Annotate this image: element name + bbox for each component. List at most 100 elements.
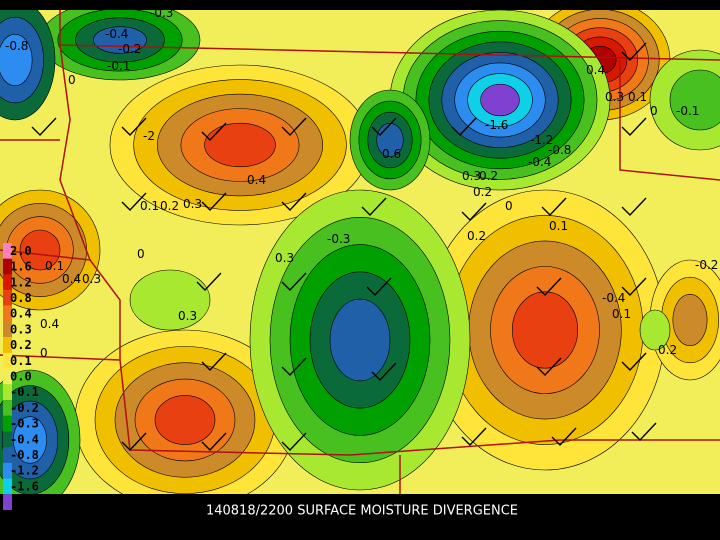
legend-label: 0.3 xyxy=(10,322,32,336)
barb xyxy=(121,192,147,212)
legend-swatch xyxy=(3,290,12,306)
color-legend: 2.01.61.20.80.40.30.20.10.0-0.1-0.2-0.3-… xyxy=(3,243,39,510)
contour-label: -0.3 xyxy=(327,232,350,246)
contour-band xyxy=(154,395,216,445)
contour-label: -0.4 xyxy=(528,155,551,169)
barb xyxy=(551,427,577,447)
legend-label: -0.2 xyxy=(10,401,39,415)
contour-label: -0.8 xyxy=(5,39,28,53)
contour-label: 0.1 xyxy=(549,219,568,233)
barb xyxy=(201,352,227,372)
contour-label: 0 xyxy=(40,346,48,360)
contour-band xyxy=(511,291,579,369)
contour-band xyxy=(639,309,671,351)
contour-label: -0.4 xyxy=(105,27,128,41)
contour-label: -0.1 xyxy=(107,59,130,73)
legend-label: -0.4 xyxy=(10,432,39,446)
legend-swatch xyxy=(3,321,12,338)
barb xyxy=(361,197,387,217)
contour-band xyxy=(669,69,720,131)
contour-band xyxy=(672,293,708,347)
contour-label: -0.3 xyxy=(150,6,173,20)
contour-label: 0.2 xyxy=(467,229,486,243)
barb xyxy=(281,357,307,377)
barb xyxy=(31,117,57,137)
contour-label: 0.6 xyxy=(382,147,401,161)
barb xyxy=(371,117,397,137)
contour-label: 0.3 xyxy=(178,309,197,323)
contour-band xyxy=(480,83,520,117)
legend-label: -0.3 xyxy=(10,417,39,431)
barb xyxy=(621,42,647,62)
contour-band xyxy=(0,33,33,87)
contour-label: 0.2 xyxy=(473,185,492,199)
legend-label: 2.0 xyxy=(10,244,32,258)
barb xyxy=(196,272,222,292)
contour-label: 0.3 xyxy=(183,197,202,211)
contour-label: 0.2 xyxy=(160,199,179,213)
contour-label: -0.1 xyxy=(676,104,699,118)
legend-label: 0.4 xyxy=(10,307,32,321)
legend-label: -0.1 xyxy=(10,385,39,399)
contour-label: 0.1 xyxy=(45,259,64,273)
legend-swatch xyxy=(3,258,12,275)
contour-band xyxy=(13,416,47,464)
legend-label: -1.2 xyxy=(10,464,39,478)
contour-label: 0.3 xyxy=(605,90,624,104)
contour-label: -2 xyxy=(143,129,155,143)
legend-swatch xyxy=(3,337,12,353)
contour-band xyxy=(204,122,276,168)
legend-swatch xyxy=(3,384,12,401)
legend-swatch xyxy=(3,478,12,495)
border xyxy=(0,10,720,494)
barb xyxy=(536,357,562,377)
blobs xyxy=(0,10,720,494)
caption: 140818/2200 SURFACE MOISTURE DIVERGENCE xyxy=(206,504,518,519)
barb xyxy=(541,197,567,217)
legend-label: 0.0 xyxy=(10,370,32,384)
barb xyxy=(371,362,397,382)
contour-label: 0.2 xyxy=(658,343,677,357)
legend-label: -0.8 xyxy=(10,448,39,462)
barb xyxy=(121,117,147,137)
barb xyxy=(536,277,562,297)
contour-label: 0.2 xyxy=(479,169,498,183)
legend-label: 0.2 xyxy=(10,338,32,352)
barb xyxy=(621,277,647,297)
barb xyxy=(281,272,307,292)
legend-swatch xyxy=(3,494,12,510)
legend-swatch xyxy=(3,352,12,369)
legend-label: 1.2 xyxy=(10,275,32,289)
contour-label: -1.6 xyxy=(485,118,508,132)
contour-label: 0.4 xyxy=(40,317,59,331)
contour-label: -1.2 xyxy=(530,133,553,147)
barb xyxy=(201,192,227,212)
barb xyxy=(281,432,307,452)
legend-label: 0.1 xyxy=(10,354,32,368)
barb xyxy=(451,117,477,137)
contour-label: -0.4 xyxy=(602,291,625,305)
legend-swatch xyxy=(3,400,12,416)
legend-swatch xyxy=(3,431,12,448)
barb xyxy=(281,117,307,137)
legend-swatch xyxy=(3,305,12,322)
legend-swatch xyxy=(3,462,12,479)
legend-label: 1.6 xyxy=(10,260,32,274)
contour-label: 0.1 xyxy=(140,199,159,213)
barb xyxy=(621,352,647,372)
contour-label: 0.1 xyxy=(612,307,631,321)
contour-label: 0.4 xyxy=(62,272,81,286)
barb xyxy=(201,122,227,142)
contour-label: -0.8 xyxy=(548,143,571,157)
barb xyxy=(631,422,657,442)
contour-band xyxy=(129,269,211,331)
contour-label: 0.1 xyxy=(628,90,647,104)
barb xyxy=(281,192,307,212)
barb xyxy=(461,427,487,447)
contour-band xyxy=(329,298,391,382)
wind-barbs xyxy=(31,42,657,452)
contour-label: -0.2 xyxy=(118,42,141,56)
legend-label: 0.8 xyxy=(10,291,32,305)
barb xyxy=(621,197,647,217)
